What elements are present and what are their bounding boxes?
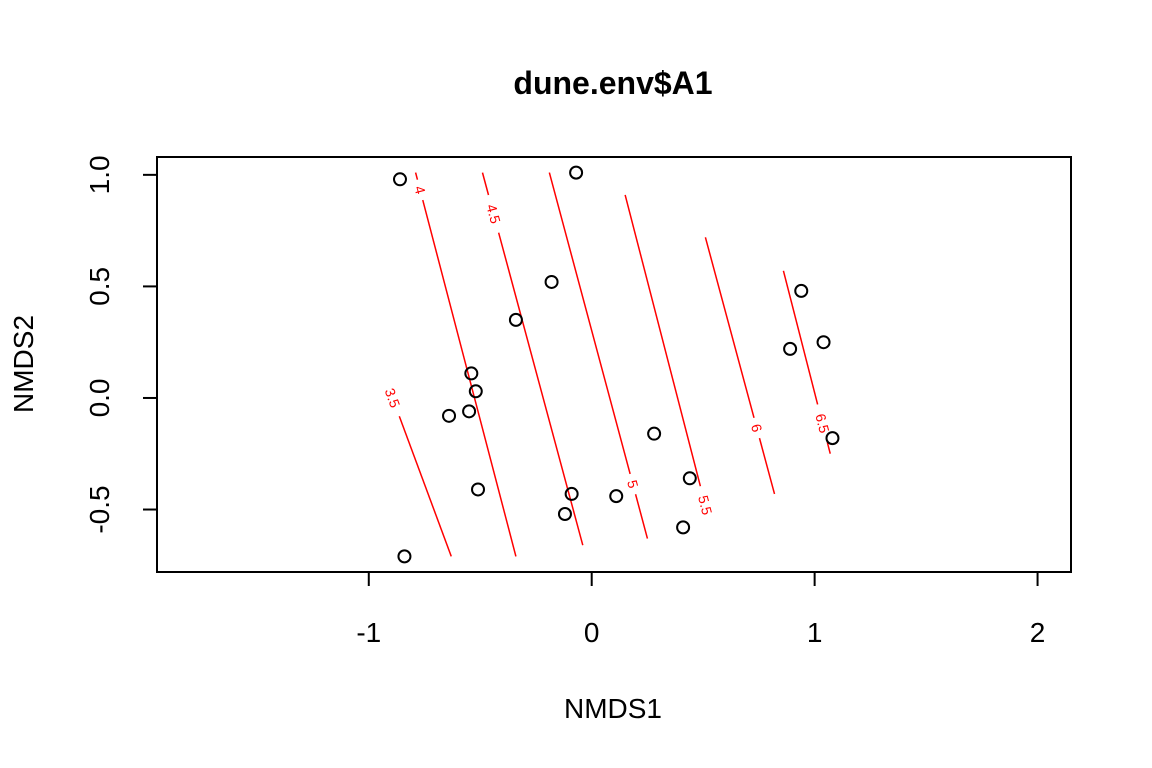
contour-label: 6 bbox=[748, 422, 766, 434]
contour-label: 3.5 bbox=[382, 386, 404, 410]
site-point bbox=[682, 471, 697, 486]
x-tick-label: 2 bbox=[1030, 617, 1046, 648]
site-point bbox=[508, 312, 523, 327]
y-tick-label: -0.5 bbox=[84, 485, 115, 533]
contour-line bbox=[782, 270, 819, 405]
contour-line bbox=[481, 172, 490, 196]
contour-line bbox=[398, 415, 452, 557]
site-point bbox=[794, 283, 809, 298]
x-axis-label: NMDS1 bbox=[564, 693, 662, 724]
y-axis: -0.5 0.0 0.5 1.0 bbox=[84, 155, 158, 534]
contour-line bbox=[548, 172, 631, 475]
contour-line bbox=[624, 194, 702, 487]
site-point bbox=[442, 408, 457, 423]
contour-label: 4 bbox=[411, 184, 429, 196]
x-axis: -1 0 1 2 bbox=[356, 571, 1046, 648]
contour-label: 6.5 bbox=[812, 412, 832, 435]
site-point bbox=[468, 384, 483, 399]
site-point bbox=[464, 366, 479, 381]
site-point bbox=[392, 172, 407, 187]
y-tick-label: 0.5 bbox=[84, 267, 115, 306]
site-point bbox=[676, 520, 691, 535]
site-point bbox=[816, 335, 831, 350]
plot-frame bbox=[156, 156, 1072, 573]
chart-title: dune.env$A1 bbox=[513, 65, 712, 101]
y-axis-label: NMDS2 bbox=[8, 315, 39, 413]
site-point bbox=[397, 549, 412, 564]
x-tick-label: -1 bbox=[356, 617, 381, 648]
site-point bbox=[825, 431, 840, 446]
y-tick-label: 1.0 bbox=[84, 155, 115, 194]
site-point bbox=[647, 426, 662, 441]
x-tick-label: 0 bbox=[584, 617, 600, 648]
site-point bbox=[783, 341, 798, 356]
x-tick-label: 1 bbox=[807, 617, 823, 648]
contour-label: 4.5 bbox=[483, 202, 504, 225]
contour-line bbox=[704, 237, 755, 419]
site-point bbox=[564, 486, 579, 501]
y-tick-label: 0.0 bbox=[84, 378, 115, 417]
contour-line bbox=[826, 442, 831, 454]
contour-line bbox=[414, 172, 419, 180]
site-point bbox=[557, 506, 572, 521]
contour-line bbox=[758, 437, 776, 495]
site-point bbox=[544, 274, 559, 289]
site-point bbox=[569, 165, 584, 180]
contour-label: 5 bbox=[624, 478, 642, 490]
contour-line bbox=[634, 494, 649, 539]
contour-line bbox=[497, 232, 584, 546]
site-points bbox=[392, 165, 840, 564]
contour-lines: 3.5 4 4.5 5 5.5 6 6.5 bbox=[382, 172, 833, 557]
site-point bbox=[609, 489, 624, 504]
site-point bbox=[471, 482, 486, 497]
contour-label: 5.5 bbox=[695, 494, 715, 517]
site-point bbox=[462, 404, 477, 419]
